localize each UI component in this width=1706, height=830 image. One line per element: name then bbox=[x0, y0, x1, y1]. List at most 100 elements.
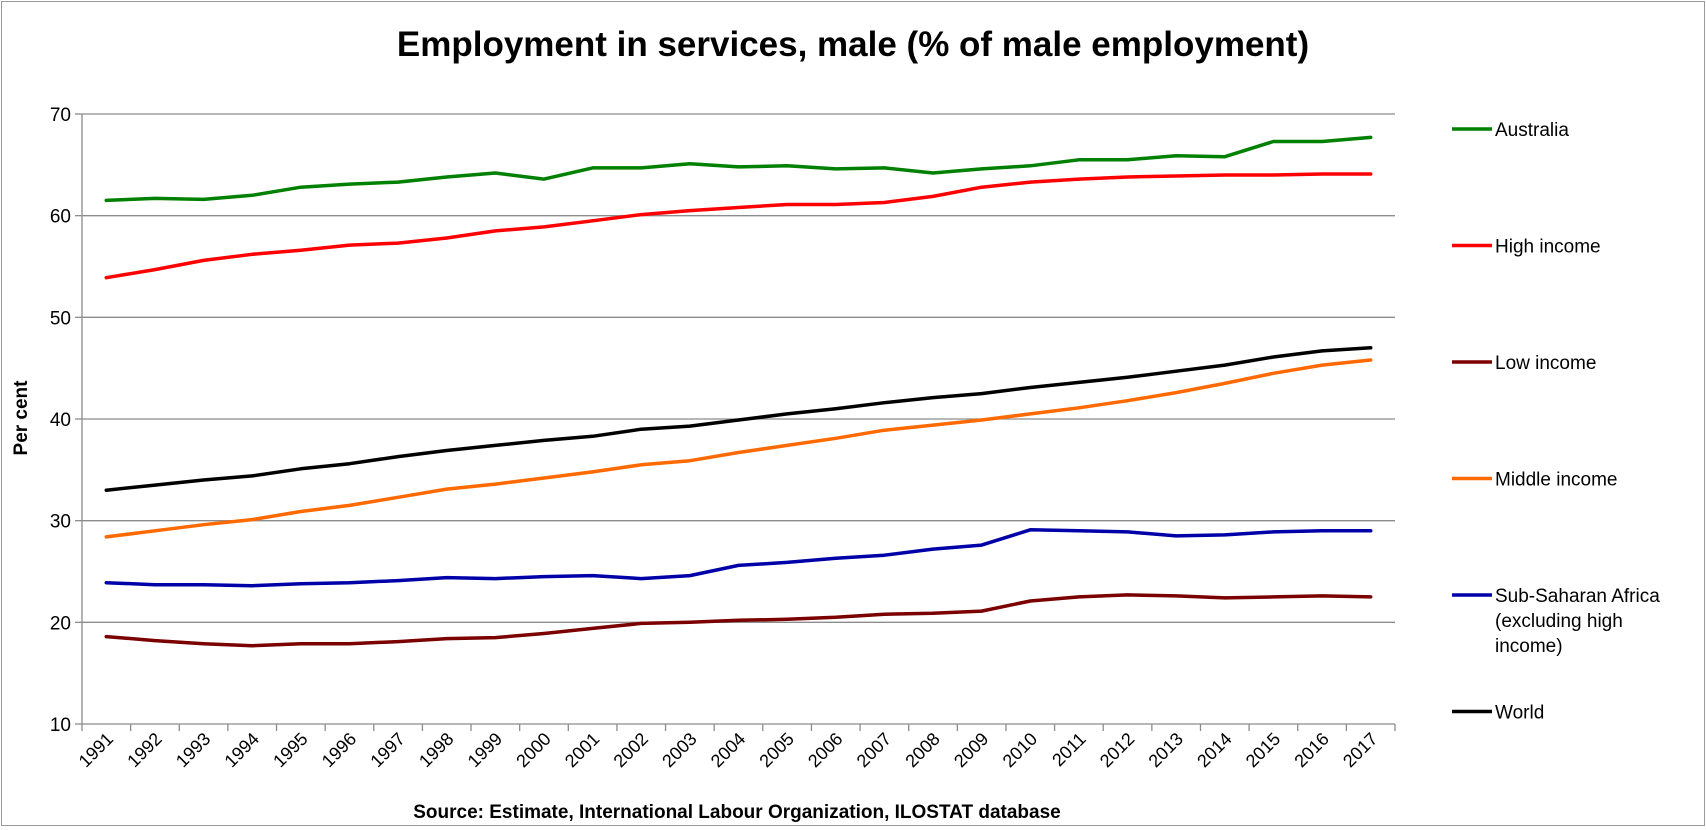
point-australia-1995 bbox=[299, 185, 303, 189]
point-middle-income-1999 bbox=[493, 482, 497, 486]
point-world-1999 bbox=[493, 443, 497, 447]
axes bbox=[75, 113, 1396, 731]
point-australia-1994 bbox=[250, 193, 254, 197]
point-sub-saharan-africa-excluding-high-income-2015 bbox=[1271, 530, 1275, 534]
legend: Australia High income Low income Middle inc… bbox=[1452, 120, 1660, 724]
point-sub-saharan-africa-excluding-high-income-1997 bbox=[396, 579, 400, 583]
x-tick-label-2005: 2005 bbox=[755, 729, 797, 771]
x-tick-label-2008: 2008 bbox=[901, 729, 943, 771]
point-low-income-1999 bbox=[493, 636, 497, 640]
x-tick-label-2015: 2015 bbox=[1242, 729, 1284, 771]
point-sub-saharan-africa-excluding-high-income-2000 bbox=[542, 575, 546, 579]
point-world-1993 bbox=[202, 478, 206, 482]
source-note: Source: Estimate, International Labour O… bbox=[413, 802, 1061, 823]
point-high-income-2008 bbox=[931, 194, 935, 198]
point-low-income-2016 bbox=[1320, 594, 1324, 598]
point-high-income-2016 bbox=[1320, 172, 1324, 176]
point-world-2000 bbox=[542, 438, 546, 442]
y-tick-label-40: 40 bbox=[50, 410, 71, 431]
point-middle-income-2012 bbox=[1126, 399, 1130, 403]
point-sub-saharan-africa-excluding-high-income-2001 bbox=[591, 574, 595, 578]
point-sub-saharan-africa-excluding-high-income-2003 bbox=[688, 574, 692, 578]
x-tick-label-1998: 1998 bbox=[415, 729, 457, 771]
x-tick-label-1997: 1997 bbox=[366, 729, 408, 771]
x-tick-label-1991: 1991 bbox=[75, 729, 117, 771]
legend-label-line: income) bbox=[1495, 636, 1563, 657]
y-tick-label-20: 20 bbox=[50, 613, 71, 634]
x-tick-label-2000: 2000 bbox=[512, 729, 554, 771]
legend-label-low-income: Low income bbox=[1495, 353, 1596, 374]
point-middle-income-1997 bbox=[396, 495, 400, 499]
x-tick-label-2010: 2010 bbox=[999, 729, 1041, 771]
point-sub-saharan-africa-excluding-high-income-1995 bbox=[299, 582, 303, 586]
point-low-income-1993 bbox=[202, 642, 206, 646]
point-high-income-2012 bbox=[1126, 175, 1130, 179]
x-tick-label-2012: 2012 bbox=[1096, 729, 1138, 771]
x-tick-label-2013: 2013 bbox=[1145, 729, 1187, 771]
point-high-income-1998 bbox=[445, 236, 449, 240]
point-world-1995 bbox=[299, 467, 303, 471]
point-high-income-1997 bbox=[396, 241, 400, 245]
x-tick-label-2006: 2006 bbox=[804, 729, 846, 771]
point-australia-1996 bbox=[347, 182, 351, 186]
point-australia-1997 bbox=[396, 180, 400, 184]
point-world-2001 bbox=[591, 434, 595, 438]
point-high-income-2010 bbox=[1028, 180, 1032, 184]
point-world-2013 bbox=[1174, 369, 1178, 373]
point-world-2003 bbox=[688, 424, 692, 428]
point-sub-saharan-africa-excluding-high-income-2007 bbox=[882, 553, 886, 557]
point-middle-income-1994 bbox=[250, 518, 254, 522]
point-world-1994 bbox=[250, 474, 254, 478]
point-world-2009 bbox=[980, 392, 984, 396]
point-high-income-1999 bbox=[493, 229, 497, 233]
point-low-income-2017 bbox=[1369, 595, 1373, 599]
point-australia-2012 bbox=[1126, 158, 1130, 162]
x-tick-label-2017: 2017 bbox=[1339, 729, 1381, 771]
x-tick-labels: 1991 1992 1993 1994 1995 1996 1997 1998 1999 2000… bbox=[75, 729, 1382, 771]
point-middle-income-1995 bbox=[299, 510, 303, 514]
point-high-income-1996 bbox=[347, 243, 351, 247]
point-middle-income-2015 bbox=[1271, 371, 1275, 375]
point-low-income-2009 bbox=[980, 609, 984, 613]
point-australia-2003 bbox=[688, 162, 692, 166]
point-high-income-1994 bbox=[250, 252, 254, 256]
x-tick-label-2003: 2003 bbox=[658, 729, 700, 771]
y-tick-labels: 10 20 30 40 50 60 70 bbox=[50, 105, 71, 736]
point-sub-saharan-africa-excluding-high-income-1991 bbox=[104, 581, 108, 585]
point-high-income-2014 bbox=[1223, 173, 1227, 177]
legend-label-australia: Australia bbox=[1495, 120, 1569, 141]
point-sub-saharan-africa-excluding-high-income-2002 bbox=[639, 577, 643, 581]
point-middle-income-2014 bbox=[1223, 381, 1227, 385]
point-australia-2001 bbox=[591, 166, 595, 170]
point-low-income-2014 bbox=[1223, 596, 1227, 600]
point-world-2010 bbox=[1028, 385, 1032, 389]
point-australia-1991 bbox=[104, 198, 108, 202]
point-world-2002 bbox=[639, 427, 643, 431]
point-middle-income-2008 bbox=[931, 423, 935, 427]
point-sub-saharan-africa-excluding-high-income-2012 bbox=[1126, 530, 1130, 534]
point-high-income-1992 bbox=[153, 268, 157, 272]
point-high-income-2003 bbox=[688, 209, 692, 213]
x-tick-label-2011: 2011 bbox=[1048, 729, 1090, 771]
point-sub-saharan-africa-excluding-high-income-2017 bbox=[1369, 529, 1373, 533]
series-line-sub-saharan-africa-excluding-high-income bbox=[104, 528, 1373, 588]
point-sub-saharan-africa-excluding-high-income-1999 bbox=[493, 577, 497, 581]
point-low-income-1995 bbox=[299, 642, 303, 646]
point-low-income-2011 bbox=[1077, 595, 1081, 599]
point-australia-2009 bbox=[980, 167, 984, 171]
x-tick-label-2009: 2009 bbox=[950, 729, 992, 771]
x-tick-label-1992: 1992 bbox=[123, 729, 165, 771]
point-sub-saharan-africa-excluding-high-income-2004 bbox=[737, 563, 740, 567]
point-high-income-2015 bbox=[1271, 173, 1275, 177]
point-high-income-2017 bbox=[1369, 172, 1373, 176]
point-low-income-2000 bbox=[542, 632, 546, 636]
point-sub-saharan-africa-excluding-high-income-1992 bbox=[153, 583, 157, 587]
point-world-1997 bbox=[396, 455, 400, 459]
legend-label-line: Sub-Saharan Africa bbox=[1495, 586, 1660, 607]
x-tick-label-2007: 2007 bbox=[853, 729, 895, 771]
point-high-income-2002 bbox=[639, 213, 643, 217]
point-australia-1992 bbox=[153, 196, 157, 200]
x-tick-label-2014: 2014 bbox=[1193, 729, 1235, 771]
point-low-income-2012 bbox=[1126, 593, 1130, 597]
x-tick-label-2016: 2016 bbox=[1290, 729, 1332, 771]
